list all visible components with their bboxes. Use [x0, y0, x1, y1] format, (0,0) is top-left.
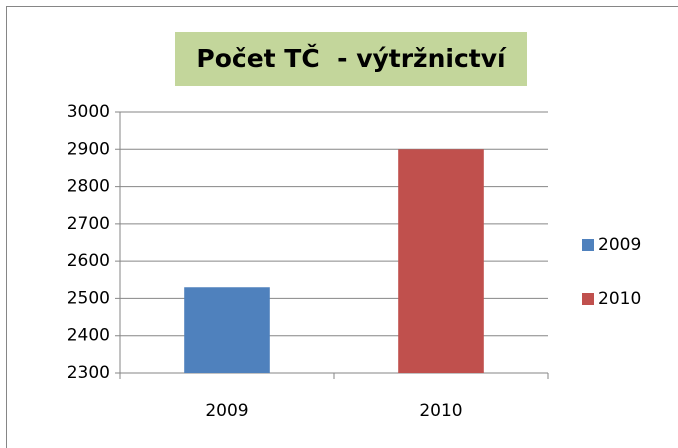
- y-tick-label: 3000: [67, 102, 110, 122]
- y-tick-label: 2700: [67, 214, 110, 234]
- bar: [184, 287, 270, 373]
- y-tick-label: 2300: [67, 363, 110, 383]
- bar: [398, 149, 484, 373]
- y-tick-label: 2600: [67, 251, 110, 271]
- y-tick-label: 2400: [67, 326, 110, 346]
- legend-swatch: [582, 239, 594, 251]
- chart-title: Počet TČ - výtržnictví: [196, 43, 507, 73]
- y-tick-label: 2800: [67, 177, 110, 197]
- y-tick-label: 2900: [67, 139, 110, 159]
- legend-swatch: [582, 293, 594, 305]
- y-tick-label: 2500: [67, 288, 110, 308]
- x-tick-label: 2009: [205, 401, 248, 421]
- x-tick-label: 2010: [419, 401, 462, 421]
- legend-label: 2010: [598, 289, 641, 309]
- legend-label: 2009: [598, 235, 641, 255]
- title-box: [175, 32, 527, 86]
